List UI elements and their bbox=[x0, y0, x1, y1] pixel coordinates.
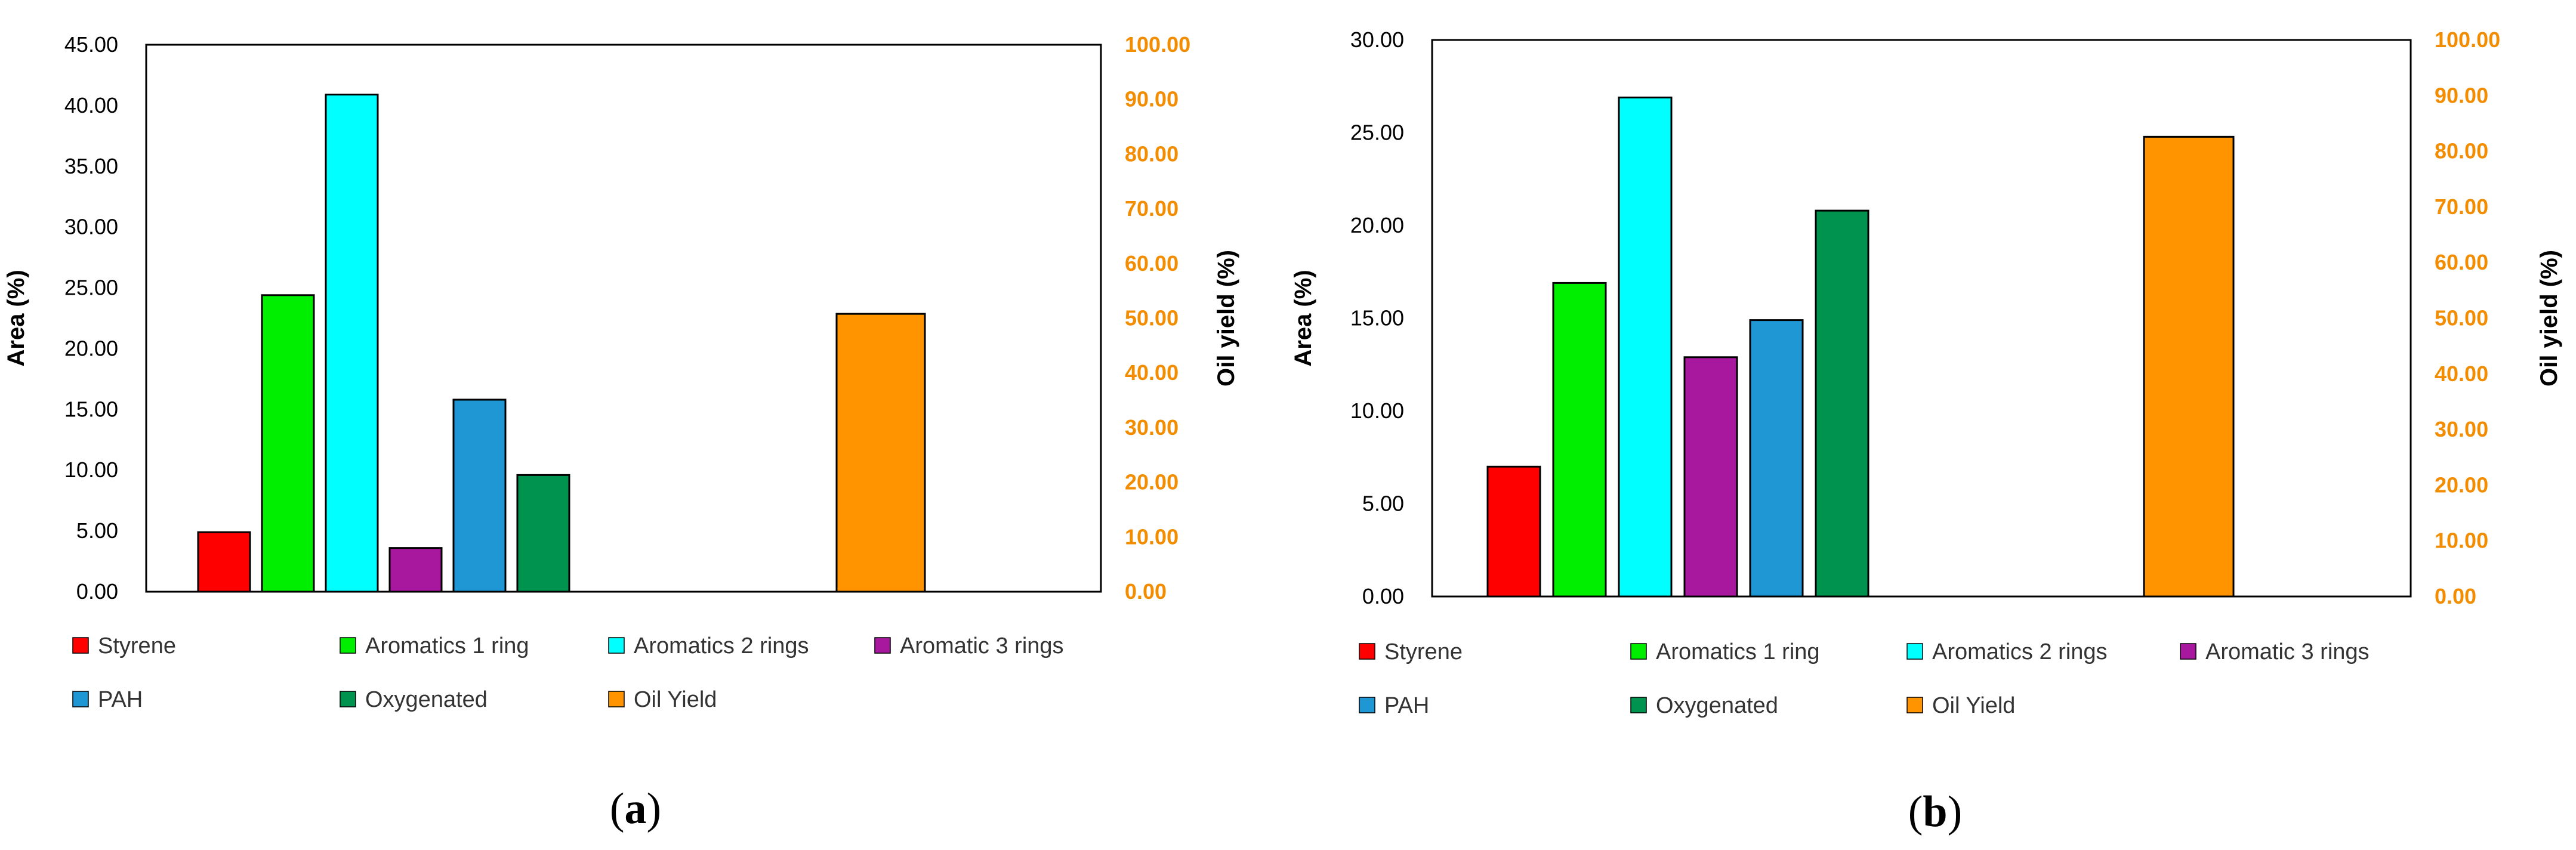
bar-aromatics-1-ring bbox=[261, 294, 315, 593]
y-tick-label: 25.00 bbox=[1350, 120, 1404, 145]
y-tick-label: 30.00 bbox=[1350, 27, 1404, 52]
y-tick-label: 5.00 bbox=[1362, 492, 1404, 516]
legend-swatch bbox=[1359, 643, 1375, 660]
bar-oxygenated bbox=[516, 474, 570, 593]
plot-area bbox=[145, 44, 1102, 593]
y-tick-label: 10.00 bbox=[64, 458, 118, 482]
y-axis-label: Area (%) bbox=[1290, 270, 1316, 366]
y2-tick-label: 60.00 bbox=[1125, 251, 1179, 276]
y2-tick-label: 50.00 bbox=[2435, 306, 2488, 330]
legend-swatch bbox=[874, 637, 891, 654]
y2-tick-label: 100.00 bbox=[1125, 32, 1190, 57]
legend-label: Oil Yield bbox=[634, 687, 717, 712]
y-tick-label: 0.00 bbox=[1362, 584, 1404, 608]
legend-label: Aromatics 1 ring bbox=[1656, 639, 1820, 664]
y2-tick-label: 80.00 bbox=[2435, 139, 2488, 163]
legend-label: PAH bbox=[98, 687, 143, 712]
y2-tick-label: 30.00 bbox=[2435, 417, 2488, 441]
legend-swatch bbox=[1906, 697, 1923, 713]
bar-styrene bbox=[1486, 465, 1541, 598]
legend-swatch bbox=[2180, 643, 2196, 660]
y-tick-label: 40.00 bbox=[64, 93, 118, 118]
legend-swatch bbox=[340, 691, 356, 707]
y2-axis-label: Oil yield (%) bbox=[2536, 250, 2562, 387]
y2-tick-label: 40.00 bbox=[1125, 360, 1179, 385]
y2-tick-label: 0.00 bbox=[2435, 584, 2476, 608]
legend-label: Styrene bbox=[98, 633, 176, 659]
chart-panel-b: 0.00 5.00 10.00 15.00 20.00 25.00 30.00 0.00 10.… bbox=[1290, 27, 2562, 836]
y-tick-label: 15.00 bbox=[1350, 306, 1404, 330]
y2-tick-label: 30.00 bbox=[1125, 415, 1179, 440]
legend-swatch bbox=[1906, 643, 1923, 660]
y-tick-label: 30.00 bbox=[64, 215, 118, 239]
legend-label: Aromatics 1 ring bbox=[365, 633, 529, 659]
bar-styrene bbox=[197, 531, 251, 593]
plot-area bbox=[1431, 39, 2412, 598]
bar-oxygenated bbox=[1815, 209, 1869, 598]
legend-label: Aromatics 2 rings bbox=[1932, 639, 2108, 664]
legend-label: Aromatic 3 rings bbox=[2205, 639, 2370, 664]
bar-oil-yield bbox=[2143, 135, 2235, 598]
legend-label: PAH bbox=[1384, 693, 1429, 718]
legend-swatch bbox=[608, 637, 625, 654]
legend-swatch bbox=[1630, 643, 1647, 660]
bar-aromatics-2-rings bbox=[1618, 96, 1673, 598]
legend-swatch bbox=[72, 691, 89, 707]
panel-label: (b) bbox=[1908, 787, 1962, 836]
y2-tick-label: 10.00 bbox=[1125, 524, 1179, 549]
y-tick-label: 5.00 bbox=[76, 518, 118, 543]
y2-tick-label: 90.00 bbox=[2435, 83, 2488, 107]
bar-aromatics-2-rings bbox=[325, 94, 379, 593]
y2-tick-label: 50.00 bbox=[1125, 306, 1179, 330]
legend-label: Oil Yield bbox=[1932, 693, 2015, 718]
y2-tick-label: 70.00 bbox=[1125, 196, 1179, 221]
legend-swatch bbox=[608, 691, 625, 707]
y2-axis-label: Oil yield (%) bbox=[1213, 250, 1239, 387]
y2-tick-label: 100.00 bbox=[2435, 27, 2500, 52]
y-tick-label: 10.00 bbox=[1350, 398, 1404, 423]
legend-label: Oxygenated bbox=[365, 687, 488, 712]
legend-swatch bbox=[1359, 697, 1375, 713]
legend-label: Oxygenated bbox=[1656, 693, 1778, 718]
legend-label: Aromatic 3 rings bbox=[900, 633, 1064, 659]
bar-aromatics-1-ring bbox=[1552, 282, 1607, 598]
y2-tick-label: 20.00 bbox=[2435, 472, 2488, 497]
y-tick-label: 0.00 bbox=[76, 579, 118, 604]
panel-label: (a) bbox=[610, 784, 661, 833]
bar-pah bbox=[452, 398, 507, 593]
y2-tick-label: 90.00 bbox=[1125, 87, 1179, 112]
y2-tick-label: 20.00 bbox=[1125, 470, 1179, 494]
legend-swatch bbox=[1630, 697, 1647, 713]
y2-tick-label: 40.00 bbox=[2435, 361, 2488, 386]
bar-aromatic-3-rings bbox=[1683, 356, 1738, 598]
chart-panel-a: 0.00 5.00 10.00 15.00 20.00 25.00 30.00 35.00 40… bbox=[3, 32, 1239, 833]
y-tick-label: 20.00 bbox=[64, 336, 118, 360]
y-tick-label: 20.00 bbox=[1350, 213, 1404, 237]
legend-swatch bbox=[340, 637, 356, 654]
y2-tick-label: 70.00 bbox=[2435, 194, 2488, 219]
y2-tick-label: 10.00 bbox=[2435, 528, 2488, 553]
bar-pah bbox=[1749, 319, 1804, 598]
y-tick-label: 25.00 bbox=[64, 276, 118, 300]
legend-swatch bbox=[72, 637, 89, 654]
y-tick-label: 45.00 bbox=[64, 32, 118, 57]
y2-tick-label: 60.00 bbox=[2435, 250, 2488, 274]
y-tick-label: 15.00 bbox=[64, 397, 118, 421]
y-axis-label: Area (%) bbox=[3, 270, 29, 366]
bar-oil-yield bbox=[835, 313, 926, 593]
y2-tick-label: 80.00 bbox=[1125, 141, 1179, 166]
legend-label: Styrene bbox=[1384, 639, 1463, 664]
legend-label: Aromatics 2 rings bbox=[634, 633, 809, 659]
y2-tick-label: 0.00 bbox=[1125, 579, 1167, 604]
bar-aromatic-3-rings bbox=[388, 547, 443, 593]
y-tick-label: 35.00 bbox=[64, 154, 118, 178]
